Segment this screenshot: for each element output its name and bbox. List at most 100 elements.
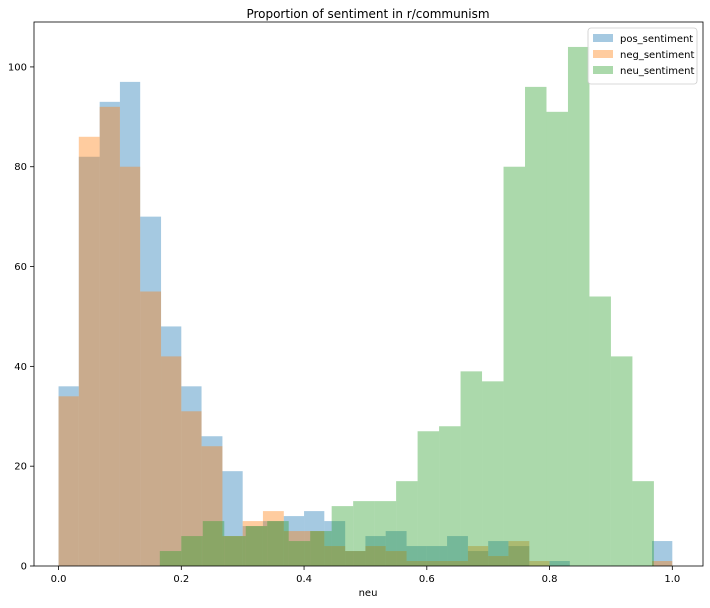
neu_sentiment-bar — [503, 166, 526, 567]
pos_sentiment-bar — [426, 546, 448, 566]
y-tick-label: 0 — [21, 562, 27, 573]
neu_sentiment-bar — [181, 536, 203, 566]
y-tick-label: 80 — [14, 162, 27, 173]
neg_sentiment-bar — [529, 561, 550, 566]
neu_sentiment-bar — [482, 381, 504, 566]
neu_sentiment-bar — [589, 296, 611, 566]
legend: pos_sentiment neg_sentiment neu_sentiment — [587, 27, 698, 85]
legend-box — [587, 27, 698, 85]
pos_sentiment-bar — [119, 81, 141, 566]
neg_sentiment-bar — [406, 561, 427, 566]
pos_sentiment-bar — [99, 101, 120, 566]
neu_sentiment-series — [159, 46, 654, 567]
neu_sentiment-legend-label: neu_sentiment — [620, 66, 694, 77]
y-tick-label: 20 — [14, 462, 27, 473]
pos_sentiment-bar — [406, 546, 427, 566]
neu_sentiment-bar — [331, 506, 354, 566]
pos_sentiment-bar — [488, 541, 509, 566]
neu_sentiment-bar — [632, 481, 654, 566]
pos_sentiment-bar — [181, 386, 202, 566]
y-tick-label: 100 — [8, 62, 27, 73]
neg_sentiment-bar — [652, 561, 673, 566]
pos_sentiment-bar — [283, 516, 305, 566]
neg_sentiment-bar — [181, 411, 202, 566]
neg_sentiment-bar — [426, 561, 448, 566]
neu_sentiment-bar — [396, 481, 418, 566]
neu_sentiment-bar — [525, 86, 547, 566]
neu_sentiment-bar — [224, 536, 246, 566]
neu_sentiment-bar — [439, 426, 461, 566]
neg_sentiment-bar — [140, 291, 162, 566]
neu_sentiment-bar — [546, 111, 568, 566]
x-tick-label: 0.2 — [173, 574, 189, 585]
x-tick-label: 0.0 — [51, 574, 67, 585]
y-tick-label: 60 — [14, 262, 27, 273]
pos_sentiment-bar — [385, 531, 407, 566]
neu_sentiment-bar — [374, 501, 397, 566]
neg_sentiment-bar — [447, 561, 468, 566]
neu_sentiment-bar — [417, 431, 440, 566]
pos_sentiment-bar — [58, 386, 79, 566]
pos_sentiment-bar — [161, 326, 182, 566]
neg_sentiment-bar — [508, 541, 530, 566]
neg_sentiment-bar — [365, 546, 386, 566]
neg_sentiment-bar — [283, 531, 305, 566]
neg_sentiment-bar — [242, 521, 263, 566]
neu_sentiment-legend-swatch — [593, 66, 613, 74]
x-tick-label: 0.8 — [542, 574, 558, 585]
neu_sentiment-bar — [288, 541, 311, 566]
pos_sentiment-bar — [140, 216, 162, 566]
pos_sentiment-bar — [201, 436, 223, 566]
y-tick-label: 40 — [14, 362, 27, 373]
neu_sentiment-bar — [460, 371, 483, 566]
neg_sentiment-series — [58, 106, 673, 567]
plot-frame — [33, 21, 704, 567]
neg_sentiment-bar — [488, 556, 509, 566]
neg_sentiment-bar — [119, 166, 141, 567]
neu_sentiment-bar — [610, 356, 633, 566]
pos_sentiment-bar — [549, 561, 570, 566]
chart-title: Proportion of sentiment in r/communism — [246, 7, 489, 21]
neu_sentiment-bar — [353, 501, 375, 566]
neg_sentiment-bar — [345, 551, 366, 566]
pos_sentiment-bar — [447, 536, 468, 566]
pos_sentiment-bar — [304, 511, 325, 566]
neg_sentiment-bar — [99, 106, 120, 566]
pos_sentiment-bar — [222, 471, 243, 566]
pos_sentiment-legend-label: pos_sentiment — [620, 34, 693, 45]
neu_sentiment-bar — [202, 521, 225, 566]
neg_sentiment-bar — [262, 511, 284, 566]
x-tick-label: 0.6 — [419, 574, 435, 585]
neu_sentiment-bar — [267, 521, 289, 566]
neg_sentiment-bar — [78, 136, 100, 567]
pos_sentiment-series — [58, 81, 673, 566]
pos_sentiment-bar — [652, 541, 673, 566]
pos_sentiment-bar — [508, 546, 530, 566]
bars-layer — [58, 46, 673, 567]
neg_sentiment-legend-label: neg_sentiment — [620, 50, 694, 61]
neg_sentiment-bar — [222, 536, 243, 566]
neg_sentiment-bar — [304, 531, 325, 566]
y-axis: 0 20 40 60 80 100 — [8, 62, 34, 573]
x-tick-label: 0.4 — [296, 574, 312, 585]
x-tick-label: 1.0 — [664, 574, 680, 585]
neg_sentiment-bar — [161, 356, 182, 566]
neg_sentiment-bar — [385, 551, 407, 566]
neg_sentiment-bar — [201, 446, 223, 566]
neu_sentiment-bar — [310, 531, 332, 566]
neg_sentiment-legend-swatch — [593, 50, 613, 58]
pos_sentiment-bar — [324, 521, 346, 566]
neu_sentiment-bar — [159, 551, 182, 566]
neu_sentiment-bar — [567, 46, 590, 566]
neg_sentiment-bar — [467, 546, 489, 566]
pos_sentiment-bar — [242, 526, 263, 566]
pos_sentiment-bar — [262, 521, 284, 566]
pos_sentiment-legend-swatch — [593, 34, 613, 42]
pos_sentiment-bar — [78, 156, 100, 566]
pos_sentiment-bar — [345, 551, 366, 566]
pos_sentiment-bar — [365, 536, 386, 566]
pos_sentiment-bar — [467, 551, 489, 566]
x-axis-label: neu — [359, 588, 378, 599]
